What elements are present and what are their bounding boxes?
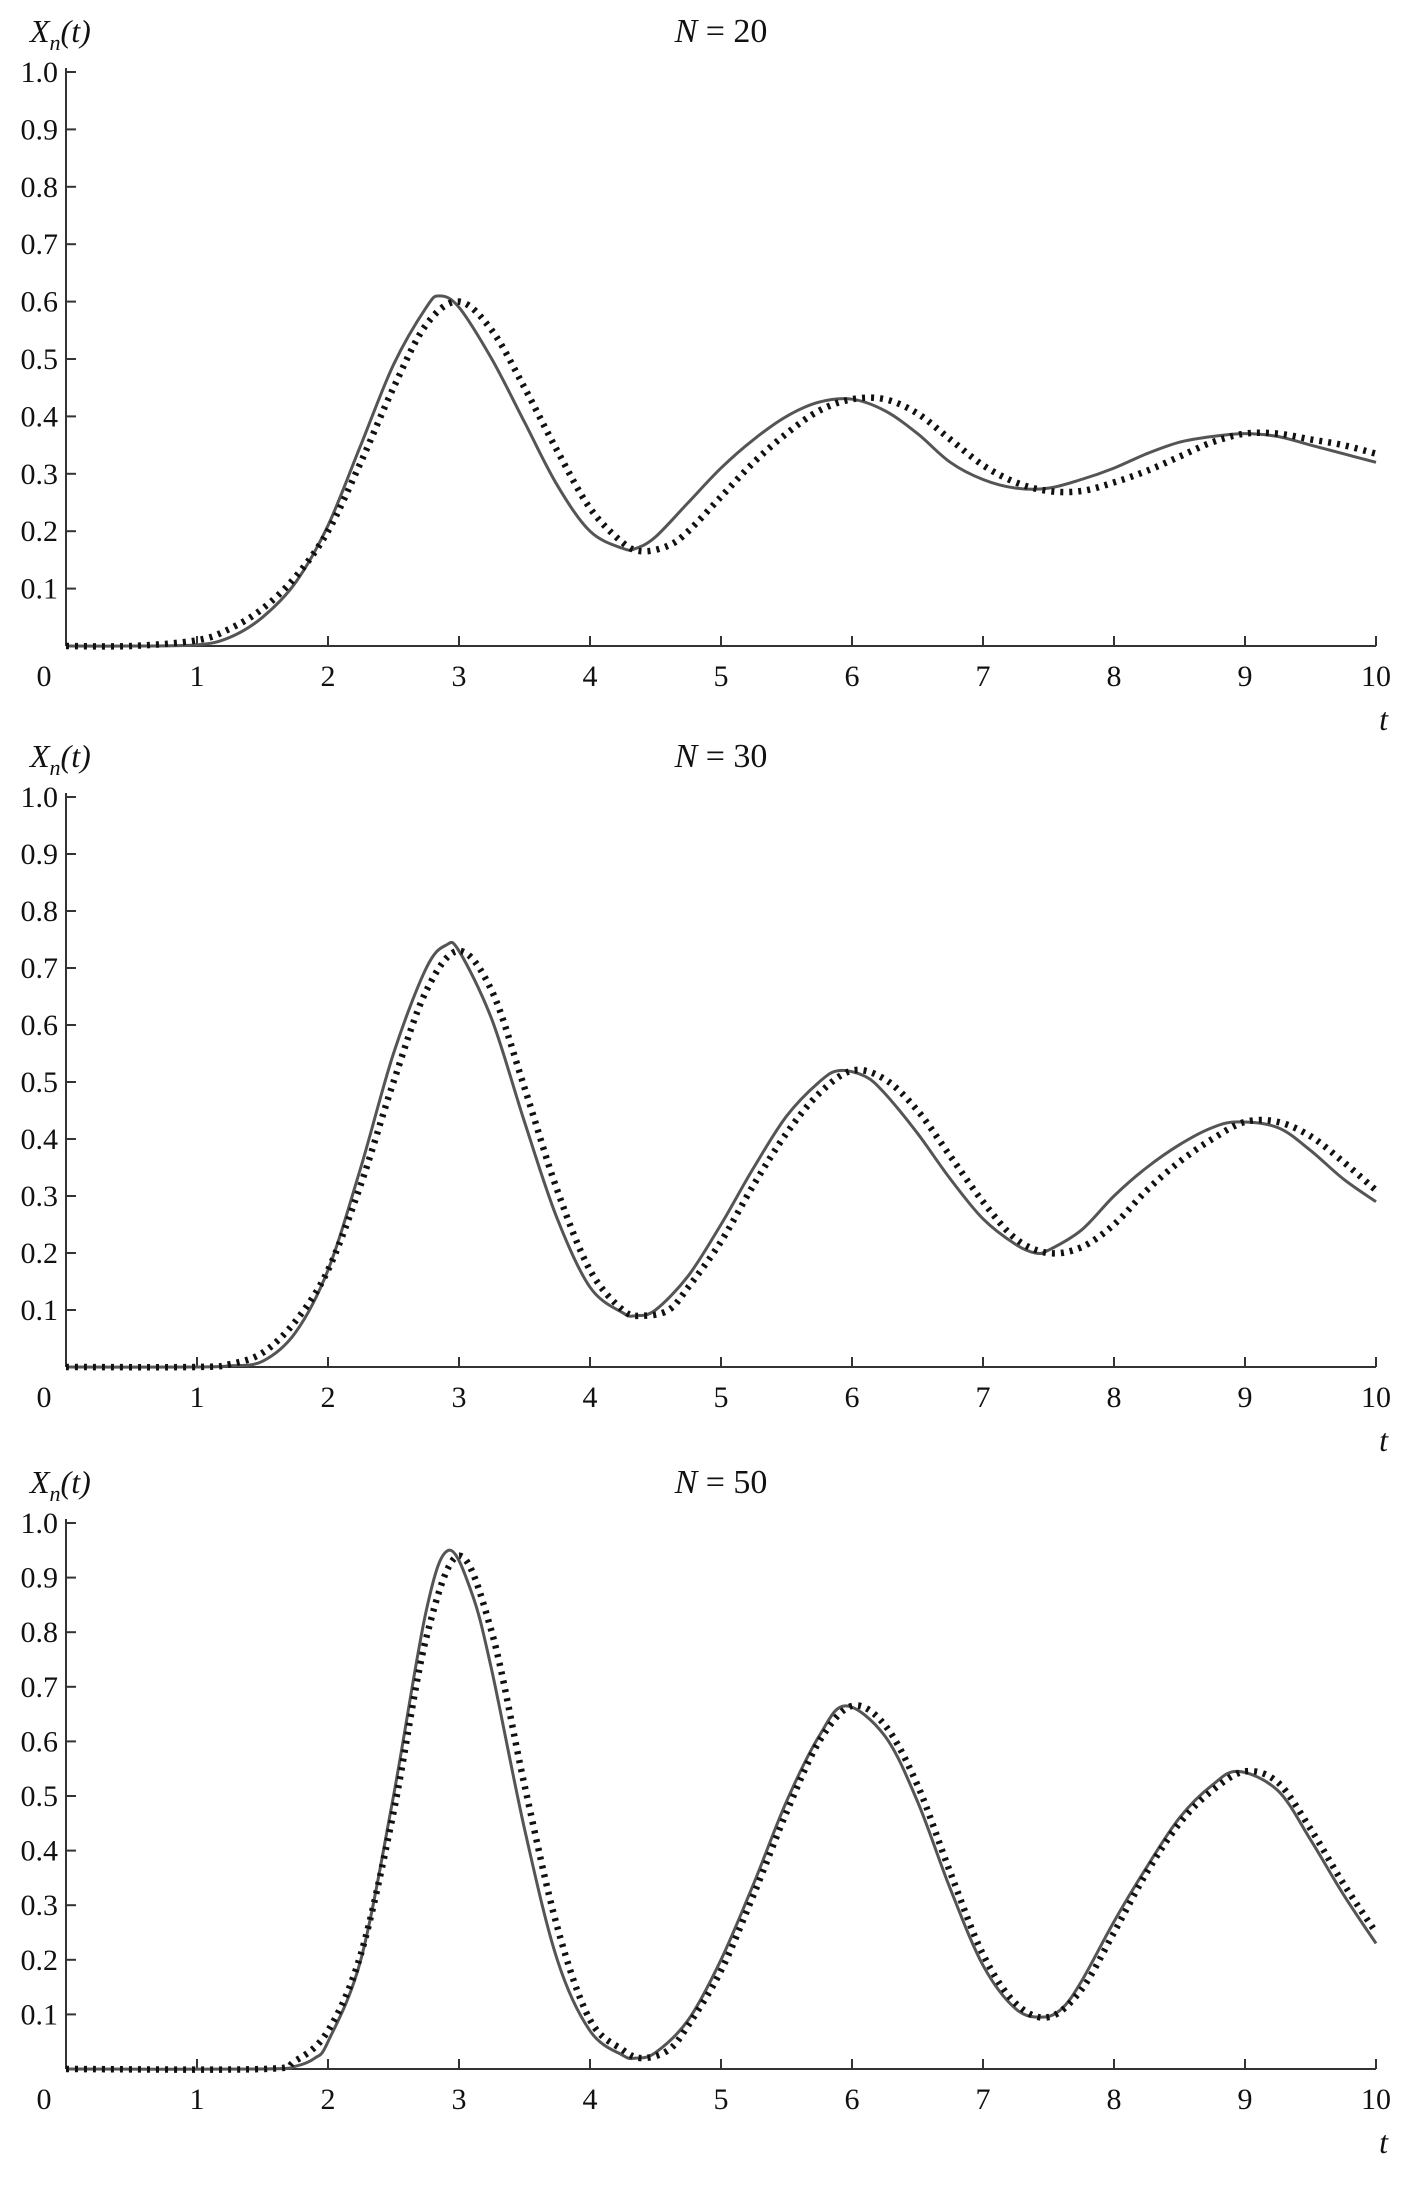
x-tick-label: 3 [452,660,467,693]
y-tick-label: 0.1 [21,573,59,606]
x-tick-label: 4 [583,2083,598,2116]
y-tick-label: 0.8 [21,1616,59,1649]
y-tick-label: 0.9 [21,113,59,146]
x-tick-label: 5 [714,660,729,693]
x-tick-label: 10 [1361,1381,1391,1414]
x-tick-label: 2 [321,660,336,693]
x-tick-label: 8 [1107,2083,1122,2116]
chart-title-variable: N [674,13,700,50]
y-axis-label: Xn(t) [28,738,91,780]
y-tick-label: 0.6 [21,1725,59,1758]
x-tick-label: 3 [452,2083,467,2116]
x-tick-label: 0 [37,1381,52,1414]
y-tick-label: 0.4 [21,1835,59,1868]
y-axis-label-main: X [28,1464,51,1500]
x-tick-label: 7 [976,1381,991,1414]
x-tick-label: 6 [845,660,860,693]
y-tick-label: 1.0 [21,56,59,89]
y-axis-label-main: X [28,13,51,49]
y-tick-label: 1.0 [21,781,59,814]
y-tick-label: 0.5 [21,1780,59,1813]
y-tick-label: 0.8 [21,171,59,204]
dotted-series-line [65,298,1377,650]
y-tick-label: 0.5 [21,343,59,376]
y-tick-label: 0.2 [21,1944,59,1977]
y-tick-label: 0.9 [21,1562,59,1595]
chart-title: N = 50 [674,1464,768,1501]
x-tick-label: 2 [321,1381,336,1414]
y-tick-label: 0.2 [21,1237,59,1270]
x-tick-label: 1 [190,660,205,693]
chart-title-value: = 50 [697,1464,767,1501]
x-axis-label: t [1379,1422,1389,1458]
x-tick-label: 1 [190,2083,205,2116]
x-tick-label: 9 [1238,1381,1253,1414]
x-tick-label: 8 [1107,1381,1122,1414]
x-tick-label: 0 [37,660,52,693]
y-tick-label: 0.6 [21,286,59,319]
y-tick-label: 1.0 [21,1507,59,1540]
x-tick-label: 7 [976,660,991,693]
y-axis-label-sub: n [50,30,61,55]
y-axis-label: Xn(t) [28,13,91,55]
x-tick-label: 6 [845,1381,860,1414]
chart-title-value: = 30 [697,738,767,775]
chart-panel-n50: N = 50 Xn(t) t 0 1 2 3 4 5 6 7 8 9 10 0.1 0.2 0.3 0.4 0.5 0… [21,1464,1392,2160]
chart-title-variable: N [674,738,700,775]
x-tick-label: 1 [190,1381,205,1414]
solid-series-line [65,940,1377,1369]
y-tick-label: 0.8 [21,895,59,928]
x-tick-label: 10 [1361,660,1391,693]
y-tick-label: 0.3 [21,458,59,491]
y-tick-label: 0.5 [21,1066,59,1099]
dotted-series-line [65,947,1379,1371]
chart-title-variable: N [674,1464,700,1501]
y-tick-label: 0.6 [21,1009,59,1042]
y-axis-label-sub: n [50,1481,61,1506]
y-axis-label-arg: (t) [61,1464,91,1500]
y-axis-label-arg: (t) [61,738,91,774]
x-tick-label: 2 [321,2083,336,2116]
x-tick-label: 0 [37,2083,52,2116]
x-tick-label: 10 [1361,2083,1391,2116]
x-tick-label: 6 [845,2083,860,2116]
chart-title: N = 30 [674,738,768,775]
x-axis-label: t [1379,701,1389,737]
x-tick-label: 9 [1238,660,1253,693]
y-tick-label: 0.7 [21,952,59,985]
x-axis-label: t [1379,2124,1389,2160]
y-tick-label: 0.7 [21,1671,59,1704]
x-tick-label: 4 [583,1381,598,1414]
x-tick-label: 7 [976,2083,991,2116]
y-tick-label: 0.4 [21,400,59,433]
y-axis-label-sub: n [50,755,61,780]
y-axis-label-arg: (t) [61,13,91,49]
y-tick-label: 0.7 [21,228,59,261]
y-tick-label: 0.1 [21,1998,59,2031]
y-tick-label: 0.3 [21,1889,59,1922]
solid-series-line [65,1548,1378,2071]
x-tick-label: 8 [1107,660,1122,693]
y-tick-label: 0.3 [21,1180,59,1213]
y-axis-label: Xn(t) [28,1464,91,1506]
y-tick-label: 0.4 [21,1123,59,1156]
y-tick-label: 0.2 [21,515,59,548]
x-tick-label: 4 [583,660,598,693]
y-tick-label: 0.9 [21,838,59,871]
dotted-series-line [65,1552,1379,2073]
chart-panel-n20: N = 20 Xn(t) t 0 1 2 3 4 5 6 7 8 9 10 0.1 0.2 0.3 0.4 0.5 0… [21,13,1392,737]
x-tick-label: 5 [714,2083,729,2116]
solid-series-line [65,294,1377,648]
x-tick-label: 3 [452,1381,467,1414]
x-tick-label: 5 [714,1381,729,1414]
chart-panel-n30: N = 30 Xn(t) t 0 1 2 3 4 5 6 7 8 9 10 0.1 0.2 0.3 0.4 0.5 0… [21,738,1392,1458]
chart-title: N = 20 [674,13,768,50]
y-tick-label: 0.1 [21,1294,59,1327]
y-axis-label-main: X [28,738,51,774]
x-tick-label: 9 [1238,2083,1253,2116]
chart-title-value: = 20 [697,13,767,50]
